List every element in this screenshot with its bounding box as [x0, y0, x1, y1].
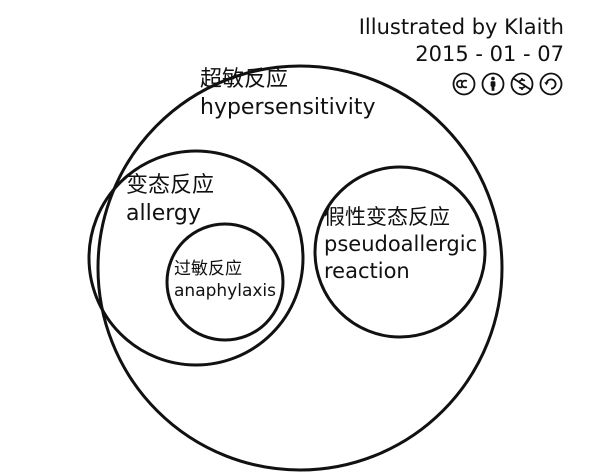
hypersensitivity-label-zh: 超敏反应 — [200, 67, 289, 92]
author-credit: Illustrated by Klaith — [358, 15, 564, 39]
pseudoallergic-label-en-line1: pseudoallergic — [324, 232, 478, 256]
pseudoallergic-label: 假性变态反应 pseudoallergic reaction — [324, 204, 477, 285]
allergy-label-zh: 变态反应 — [126, 173, 215, 198]
hypersensitivity-label-en: hypersensitivity — [200, 95, 376, 120]
hypersensitivity-circle — [96, 64, 504, 472]
anaphylaxis-label-en: anaphylaxis — [174, 281, 277, 301]
date-credit: 2015 - 01 - 07 — [415, 42, 564, 66]
anaphylaxis-label: 过敏反应 anaphylaxis — [174, 258, 276, 302]
pseudoallergic-circle — [313, 165, 487, 339]
sharealike-icon — [539, 72, 563, 96]
cc-icon — [452, 72, 476, 96]
credit-block: Illustrated by Klaith 2015 - 01 - 07 — [359, 14, 564, 68]
noncommercial-icon — [510, 72, 534, 96]
anaphylaxis-circle — [165, 222, 285, 342]
allergy-circle — [87, 149, 305, 367]
pseudoallergic-label-en-line2: reaction — [324, 259, 410, 283]
allergy-label-en: allergy — [126, 201, 201, 226]
pseudoallergic-label-zh: 假性变态反应 — [324, 205, 450, 229]
anaphylaxis-label-zh: 过敏反应 — [174, 259, 242, 279]
hypersensitivity-label: 超敏反应 hypersensitivity — [200, 66, 376, 122]
attribution-icon — [481, 72, 505, 96]
license-icons — [452, 72, 563, 96]
allergy-label: 变态反应 allergy — [126, 172, 214, 228]
